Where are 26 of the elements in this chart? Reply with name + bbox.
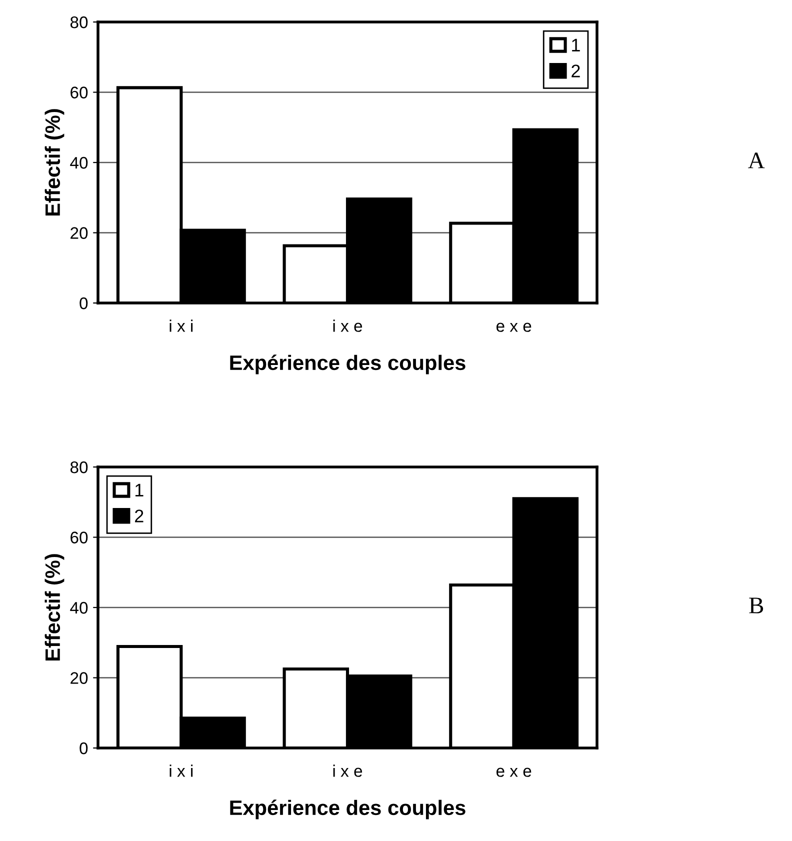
y-tick-label: 40 <box>70 156 88 169</box>
x-tick-label: i x i <box>170 764 193 777</box>
legend-label: 1 <box>572 38 580 52</box>
y-tick-label: 0 <box>80 297 88 310</box>
y-axis-title: Effectif (%) <box>44 554 64 660</box>
x-axis-title: Expérience des couples <box>230 800 466 820</box>
x-tick-label: e x e <box>496 322 532 332</box>
y-tick-label: 20 <box>70 672 88 684</box>
y-tick-label: 80 <box>70 461 88 474</box>
x-tick-label: i x e <box>333 320 362 332</box>
legend-label: 2 <box>135 510 144 522</box>
legend-label: 2 <box>572 64 580 78</box>
y-tick-label: 20 <box>70 227 88 239</box>
y-tick-label: 40 <box>70 602 88 614</box>
y-tick-label: 60 <box>70 86 88 98</box>
text: A <box>748 152 765 168</box>
x-tick-label: e x e <box>496 768 532 777</box>
y-axis-title: Effectif (%) <box>44 109 64 216</box>
x-tick-label: i x i <box>170 320 193 332</box>
y-tick-label: 60 <box>70 532 88 544</box>
y-tick-label: 0 <box>80 742 88 754</box>
legend-label: 1 <box>135 484 144 496</box>
x-axis-title: Expérience des couples <box>230 354 466 374</box>
text: B <box>749 598 764 614</box>
x-tick-label: i x e <box>333 764 362 777</box>
y-tick-label: 80 <box>70 16 88 28</box>
